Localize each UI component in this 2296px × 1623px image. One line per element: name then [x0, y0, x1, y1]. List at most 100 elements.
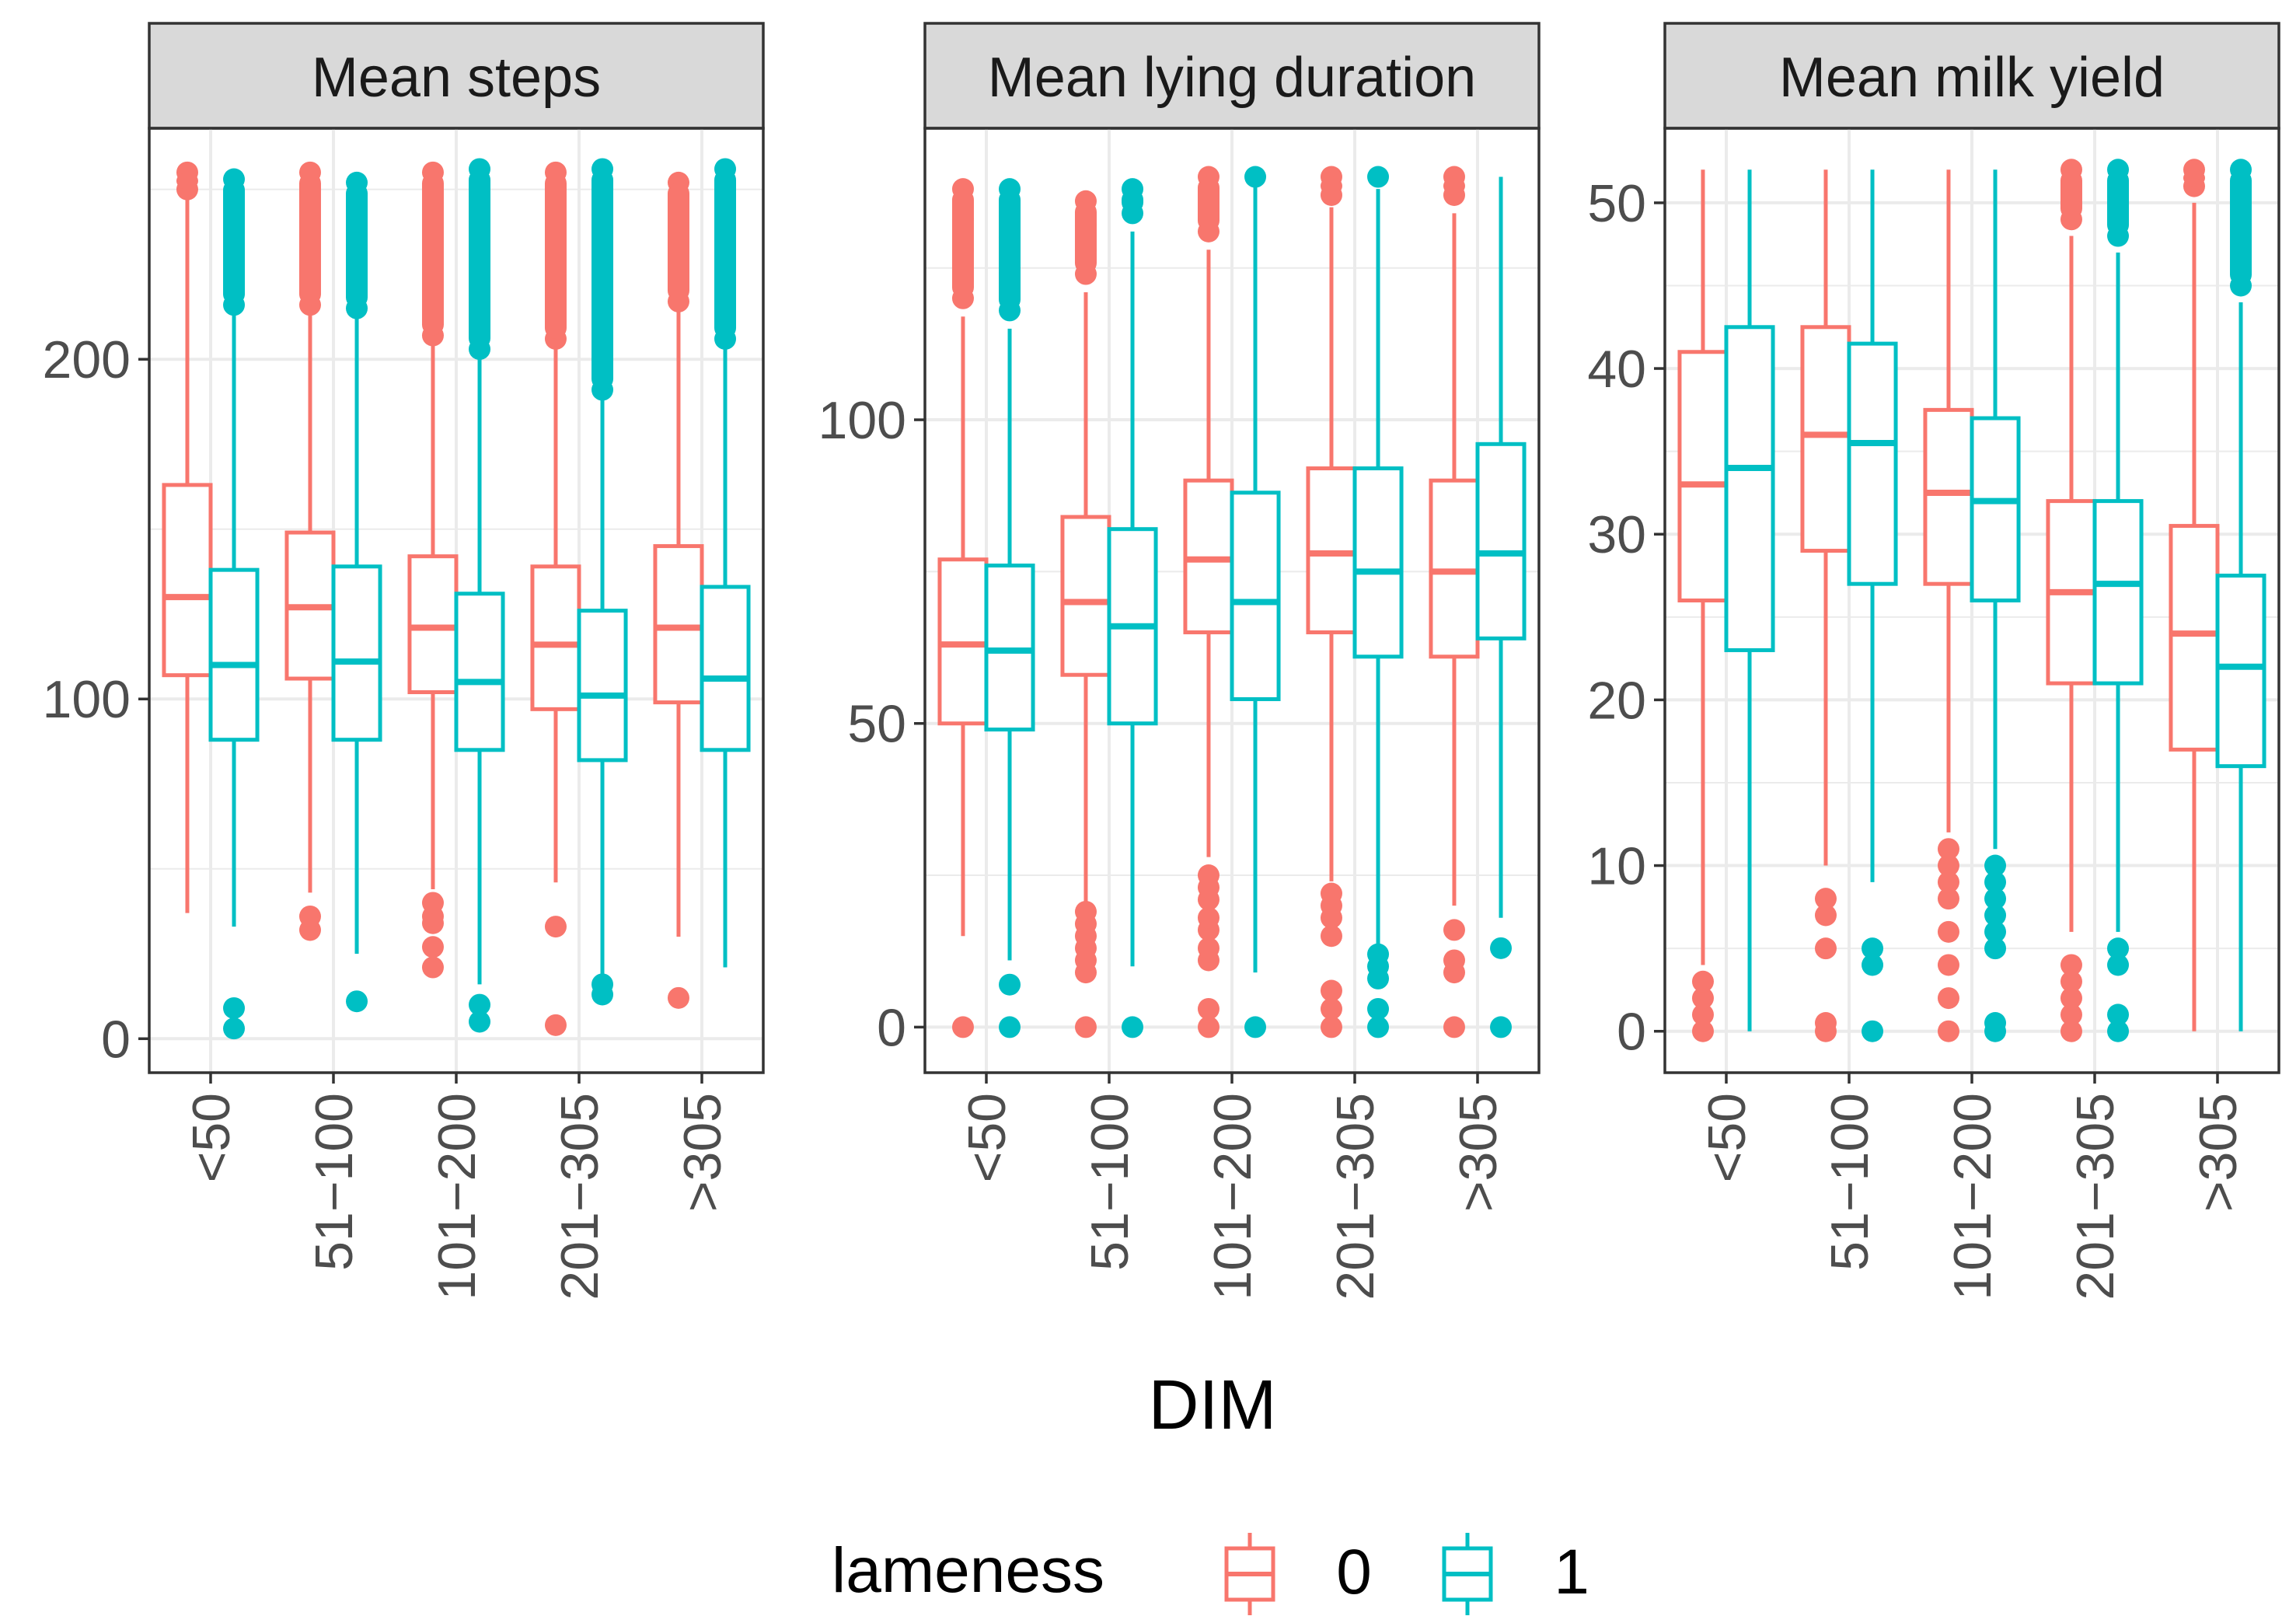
outlier-point	[1937, 987, 1959, 1010]
outlier-point	[1490, 937, 1513, 959]
boxplot-box	[1847, 169, 1898, 1042]
outlier-point	[2060, 1003, 2082, 1026]
iqr-box	[162, 483, 213, 678]
x-tick-label: <50	[1698, 1093, 1757, 1182]
x-tick-label: 51−100	[1820, 1093, 1879, 1271]
outlier-cluster	[1197, 176, 1220, 232]
iqr-box	[331, 564, 382, 742]
outlier-point	[1122, 1016, 1144, 1038]
x-tick-label: 101−200	[1203, 1093, 1262, 1300]
y-tick-label: 30	[1587, 505, 1646, 564]
boxplot-box	[162, 161, 213, 913]
boxplot-box	[1475, 176, 1527, 1038]
iqr-box	[208, 567, 260, 742]
y-tick-label: 10	[1587, 837, 1646, 896]
outlier-cluster	[421, 172, 444, 336]
outlier-point	[1197, 1016, 1220, 1038]
facet-panel: Mean lying duration 0 50 100 <50 51−100 101−20…	[818, 22, 1541, 1300]
facet-strip	[923, 22, 1541, 130]
outlier-cluster	[544, 172, 567, 339]
outlier-point	[1367, 943, 1390, 965]
outlier-point	[2060, 970, 2082, 993]
iqr-box	[1352, 466, 1404, 659]
boxplot-box	[407, 161, 459, 979]
iqr-box	[1847, 341, 1898, 586]
outlier-point	[1937, 871, 1959, 893]
boxplot-box	[700, 158, 751, 968]
boxplot-box	[2215, 159, 2266, 1031]
outlier-cluster	[2183, 169, 2205, 187]
outlier-point	[1320, 979, 1342, 1002]
outlier-point	[667, 986, 689, 1009]
y-tick-label: 0	[101, 1010, 131, 1069]
iqr-box	[1230, 490, 1281, 701]
y-tick-label: 0	[877, 998, 906, 1057]
outlier-point	[1937, 920, 1959, 943]
outlier-point	[1937, 1020, 1959, 1042]
y-tick-label: 200	[43, 330, 131, 389]
outlier-cluster	[2060, 169, 2082, 220]
outlier-cluster	[1443, 176, 1465, 195]
boxplot-box	[937, 178, 989, 1038]
outlier-point	[298, 905, 321, 927]
outlier-point	[1984, 871, 2007, 893]
outlier-point	[1814, 888, 1837, 910]
outlier-point	[591, 973, 614, 996]
boxplot-box	[1970, 169, 2021, 1042]
x-tick-label: 51−100	[305, 1093, 364, 1271]
outlier-point	[951, 1016, 974, 1038]
facet-strip	[1663, 22, 2280, 130]
boxplot-box	[984, 178, 1035, 1038]
boxplot-box	[1107, 178, 1158, 1038]
iqr-box	[2092, 499, 2144, 686]
iqr-box	[2215, 574, 2266, 769]
x-tick-label: 51−100	[1080, 1093, 1139, 1271]
x-tick-label: >305	[1449, 1093, 1508, 1212]
boxplot-box	[1800, 169, 1851, 1042]
series-lameness-1	[208, 158, 751, 1040]
outlier-point	[2107, 954, 2130, 976]
outlier-point	[1244, 166, 1267, 188]
outlier-point	[1691, 970, 1714, 993]
outlier-cluster	[223, 179, 246, 305]
outlier-point	[1984, 937, 2007, 960]
iqr-box	[2169, 524, 2220, 752]
outlier-point	[1691, 1020, 1714, 1042]
y-tick-label: 50	[847, 695, 906, 754]
boxplot-box	[1306, 166, 1357, 1038]
outlier-point	[2107, 937, 2130, 960]
outlier-cluster	[667, 182, 689, 302]
outlier-point	[1937, 854, 1959, 877]
outlier-point	[1074, 900, 1097, 923]
x-axis-title: DIM	[1149, 1366, 1277, 1444]
outlier-point	[223, 1017, 246, 1040]
outlier-point	[1862, 1020, 1884, 1042]
outlier-point	[1443, 919, 1465, 941]
outlier-point	[1937, 838, 1959, 860]
outlier-point	[2107, 1020, 2130, 1042]
outlier-point	[1320, 882, 1342, 905]
outlier-point	[421, 892, 444, 914]
iqr-box	[1800, 325, 1851, 553]
outlier-point	[1691, 987, 1714, 1010]
boxplot-box	[1060, 190, 1111, 1038]
boxplot-box	[1724, 169, 1775, 1031]
boxplot-box	[2092, 159, 2144, 1042]
outlier-point	[1984, 1012, 2007, 1035]
boxplot-box	[284, 161, 336, 941]
outlier-cluster	[298, 172, 321, 305]
boxplot-box	[653, 171, 704, 1009]
boxplot-box	[1352, 166, 1404, 1038]
outlier-point	[1862, 954, 1884, 976]
boxplot-box	[454, 158, 505, 1033]
outlier-point	[2060, 1020, 2082, 1042]
outlier-point	[1367, 1016, 1390, 1038]
outlier-point	[1367, 166, 1390, 188]
outlier-point	[2060, 987, 2082, 1010]
outlier-cluster	[1122, 189, 1144, 214]
outlier-point	[999, 1016, 1021, 1038]
x-tick-label: 201−305	[550, 1093, 609, 1300]
boxplot-box	[208, 168, 260, 1040]
boxplot-box	[577, 158, 628, 1006]
